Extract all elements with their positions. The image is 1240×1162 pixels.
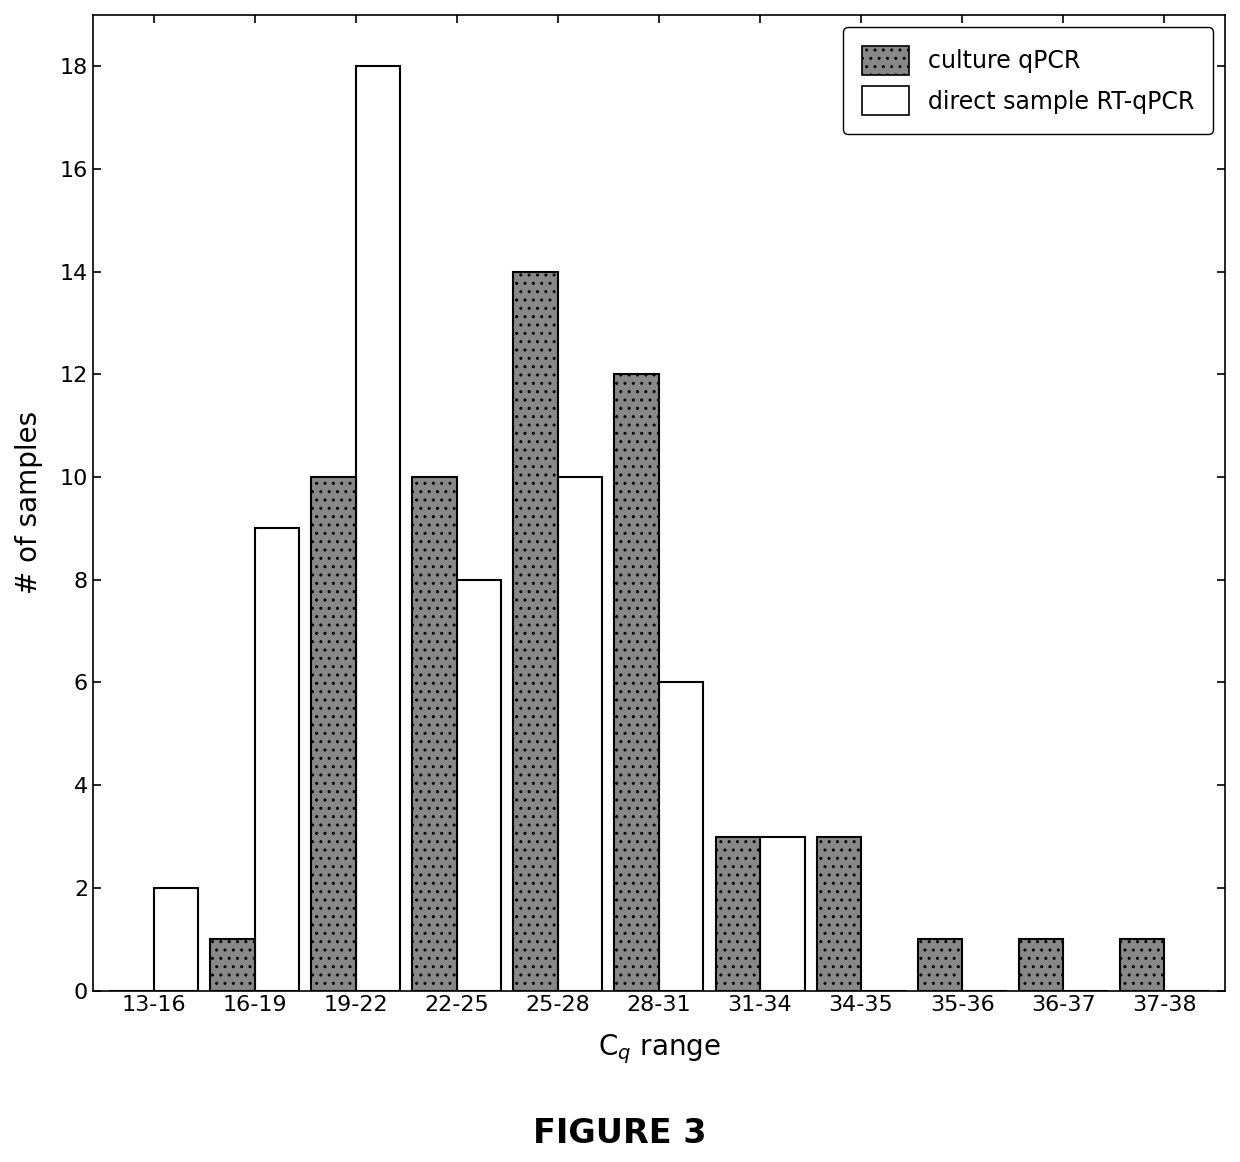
Bar [715,837,760,990]
Text: FIGURE 3: FIGURE 3 [533,1118,707,1150]
Bar [558,478,603,990]
Bar [413,478,456,990]
Bar [615,374,658,990]
Bar [817,837,861,990]
Bar [311,478,356,990]
Bar [760,837,805,990]
Bar [254,529,299,990]
X-axis label: C$_q$ range: C$_q$ range [598,1032,720,1066]
Legend: culture qPCR, direct sample RT-qPCR: culture qPCR, direct sample RT-qPCR [843,27,1213,134]
Y-axis label: # of samples: # of samples [15,411,43,594]
Bar [356,66,401,990]
Bar [1019,939,1063,990]
Bar [918,939,962,990]
Bar [1120,939,1164,990]
Bar [456,580,501,990]
Bar [154,888,198,990]
Bar [513,272,558,990]
Bar [210,939,254,990]
Bar [658,682,703,990]
